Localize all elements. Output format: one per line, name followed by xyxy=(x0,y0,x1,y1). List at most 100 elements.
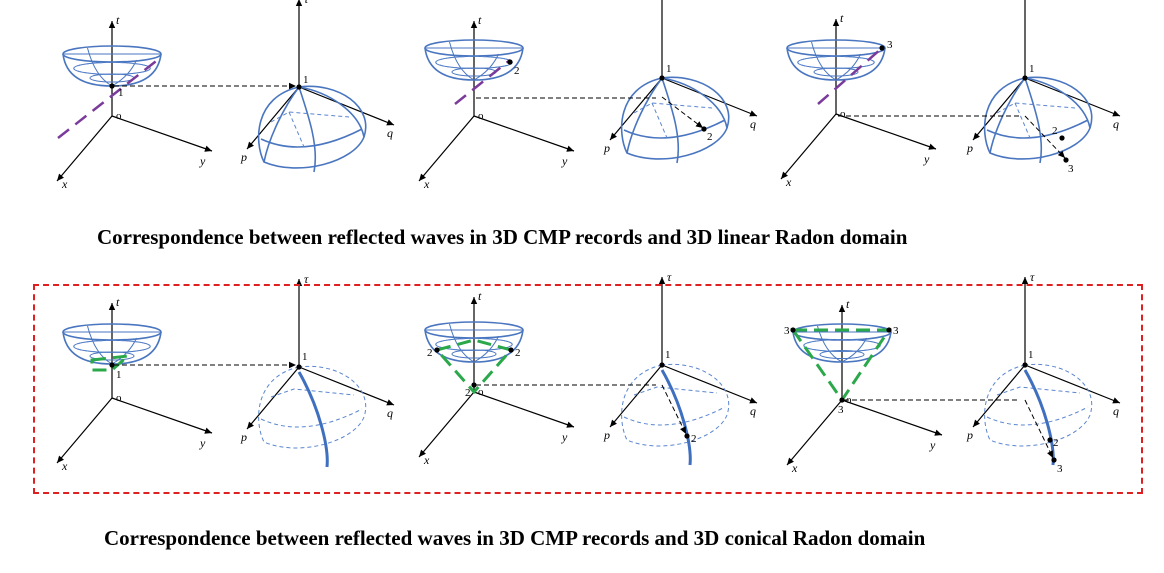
lin-rad-3-sphere-meridian-mid xyxy=(1024,77,1043,164)
lin-rad-2-point-1 xyxy=(659,75,665,81)
lin-rad-2-q-axis xyxy=(661,77,758,117)
con-cmp-3-point-3a-label: 3 xyxy=(784,325,790,337)
lin-rad-3-p-axis-head xyxy=(973,132,980,140)
con-rad-1-q-axis-head xyxy=(386,399,394,406)
con-rad-2-q-axis-head xyxy=(749,397,757,404)
con-rad-3-q-axis xyxy=(1024,364,1121,404)
con-rad-1-radon-curve xyxy=(297,371,329,468)
lin-rad-3-p-label: p xyxy=(966,141,973,155)
lin-rad-3-sphere-outline xyxy=(983,76,1093,160)
lin-cmp-2-y-label: y xyxy=(561,154,568,168)
lin-cmp-2-point-2-label: 2 xyxy=(514,65,520,77)
con-cmp-1-bowl-meridian-2 xyxy=(111,337,137,365)
con-cmp-2-origin-label: o xyxy=(478,386,484,398)
lin-rad-2-sphere-hidden-2 xyxy=(651,102,668,139)
con-link-1-head xyxy=(289,361,296,369)
lin-cmp-1-bowl-meridian-1 xyxy=(87,47,113,87)
lin-rad-1-p-axis-head xyxy=(247,141,254,149)
con-rad-2-radon-curve xyxy=(660,369,692,466)
con-cmp-1-x-label: x xyxy=(61,459,68,473)
lin-rad-1-tau-axis-head xyxy=(295,0,303,6)
con-rad-1-p-label: p xyxy=(240,430,247,444)
con-rad-3-p-axis-head xyxy=(973,419,980,427)
lin-rad-1-point-1 xyxy=(296,84,302,90)
con-rad-1-q-label: q xyxy=(387,406,393,420)
lin-cmp-3-origin-label: o xyxy=(840,108,846,120)
con-cmp-2-bowl-meridian-1 xyxy=(449,323,475,363)
con-cmp-2-t-axis-head xyxy=(470,297,478,304)
lin-cmp-1-y-label: y xyxy=(199,154,206,168)
con-cmp-1-bowl-ring-hidden xyxy=(73,339,151,353)
lin-rad-3-arrow-head xyxy=(1057,150,1065,158)
con-rad-2-point-2-label: 2 xyxy=(691,433,697,445)
con-rad-1-faint-hidden xyxy=(270,388,355,398)
con-rad-2-p-label: p xyxy=(603,428,610,442)
lin-cmp-2-bowl-meridian-2 xyxy=(473,53,499,81)
con-cmp-2-x-axis xyxy=(418,391,475,458)
con-rad-2-point-1-label: 1 xyxy=(665,349,671,361)
con-cmp-3-x-label: x xyxy=(791,461,798,475)
con-cmp-3-point-3a xyxy=(790,327,796,333)
lin-rad-1-point-1-label: 1 xyxy=(303,74,309,86)
lin-cmp-1-x-label: x xyxy=(61,177,68,191)
con-rad-3-p-label: p xyxy=(966,428,973,442)
con-cmp-3-x-axis-head xyxy=(787,457,794,465)
con-cmp-1-bowl-ring-2 xyxy=(89,351,135,361)
lin-rad-2-arrow xyxy=(661,96,704,129)
con-cmp-3-cone-event xyxy=(790,328,892,403)
con-cmp-2-point-2b-label: 2 xyxy=(515,347,521,359)
con-cmp-3-point-3b-label: 3 xyxy=(893,325,899,337)
con-rad-3-tau-label: τ xyxy=(1030,270,1035,284)
lin-cmp-3-x-axis xyxy=(780,113,837,180)
con-cmp-1-bowl-meridian-1 xyxy=(87,325,113,365)
con-cmp-2-y-axis xyxy=(473,391,575,428)
lin-cmp-2-point-2 xyxy=(507,59,513,65)
lin-cmp-2-x-axis-head xyxy=(419,173,426,181)
lin-cmp-2-t-label: t xyxy=(478,13,482,27)
lin-rad-3-sphere-meridian-p xyxy=(989,77,1026,154)
con-cmp-3-point-3c-label: 3 xyxy=(838,404,844,416)
lin-rad-1-p-axis xyxy=(246,86,300,150)
lin-rad-1-p-label: p xyxy=(240,150,247,164)
lin-rad-2-p-axis xyxy=(609,77,663,141)
lin-rad-3-sphere-hidden-2 xyxy=(1014,102,1031,139)
lin-cmp-2-linear-event xyxy=(454,59,511,105)
con-rad-1-faint-sphere xyxy=(258,365,367,449)
con-cmp-1-y-axis xyxy=(111,397,213,434)
con-rad-2-p-axis xyxy=(609,364,663,428)
lin-rad-2-point-2-label: 2 xyxy=(707,131,713,143)
lin-cmp-3-x-label: x xyxy=(785,175,792,189)
con-rad-3-faint-hidden xyxy=(996,386,1081,396)
lin-rad-3-point-1-label: 1 xyxy=(1029,63,1035,75)
con-rad-2-faint-parallel xyxy=(623,406,726,426)
lin-cmp-1-point-1-label: 1 xyxy=(118,87,124,99)
lin-cmp-2-origin-label: o xyxy=(478,110,484,122)
lin-rad-3-sphere-parallel xyxy=(986,119,1089,139)
lin-rad-2-sphere-parallel xyxy=(623,119,726,139)
con-cmp-2-point-2a xyxy=(434,347,440,353)
lin-cmp-1-bowl-meridian-2 xyxy=(111,59,137,87)
con-cmp-1-point-1 xyxy=(109,362,115,368)
con-rad-2-q-axis xyxy=(661,364,758,404)
con-rad-3-q-axis-head xyxy=(1112,397,1120,404)
lin-cmp-3-bowl-meridian-2 xyxy=(835,53,861,81)
con-cmp-2-t-label: t xyxy=(478,289,482,303)
lin-rad-2-sphere-meridian-mid xyxy=(661,77,680,164)
con-cmp-3-bowl-ring-2 xyxy=(819,350,865,359)
con-cmp-3-y-label: y xyxy=(929,438,936,452)
con-cmp-3-y-axis-head xyxy=(934,429,942,436)
con-cmp-1-x-axis-head xyxy=(57,455,64,463)
lin-rad-2-arrow-head xyxy=(695,121,703,128)
con-rad-1-point-1-label: 1 xyxy=(302,351,308,363)
lin-cmp-1-y-axis xyxy=(111,115,213,152)
lin-cmp-1-bowl-ring-hidden xyxy=(73,61,151,75)
lin-cmp-1-y-axis-head xyxy=(204,145,212,152)
lin-cmp-3-point-3 xyxy=(879,45,885,51)
lin-cmp-3-y-axis-head xyxy=(928,143,936,150)
con-rad-3-point-2-label: 2 xyxy=(1053,437,1059,449)
con-rad-1-faint-parallel xyxy=(260,408,363,428)
lin-rad-1-q-label: q xyxy=(387,126,393,140)
con-cmp-2-bowl-meridian-2 xyxy=(473,335,499,363)
con-cmp-2-x-axis-head xyxy=(419,449,426,457)
